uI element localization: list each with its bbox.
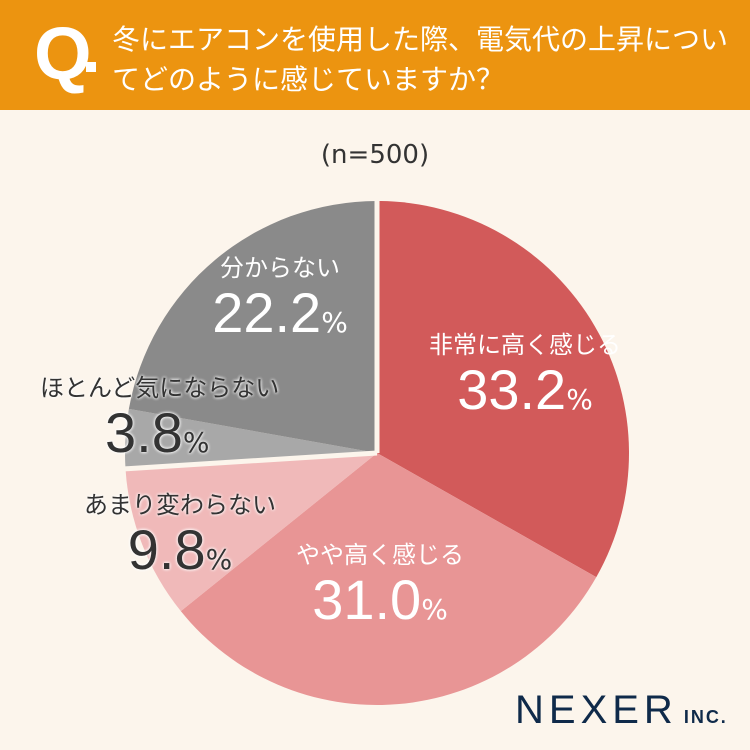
- label-dont-know: 分からない 22.2%: [212, 254, 348, 344]
- pie-slice: [180, 453, 597, 705]
- pie-slice: [125, 408, 377, 469]
- label-very-high: 非常に高く感じる 33.2%: [429, 331, 621, 421]
- pie-slice: [377, 201, 630, 578]
- pie-slice: [125, 453, 378, 612]
- label-not-much-change: あまり変わらない 9.8%: [84, 491, 276, 581]
- q-dot: [86, 62, 96, 72]
- pie-slice: [128, 201, 377, 453]
- sample-size: (n=500): [320, 140, 430, 170]
- question-title: 冬にエアコンを使用した際、電気代の上昇についてどのように感じていますか？: [112, 23, 729, 96]
- q-mark: Q: [34, 12, 92, 95]
- label-barely-care: ほとんど気にならない 3.8%: [40, 374, 280, 464]
- question-header: Q 冬にエアコンを使用した際、電気代の上昇についてどのように感じていますか？: [0, 0, 750, 110]
- nexer-logo: NEXER INC.: [515, 688, 728, 732]
- label-somewhat-high: やや高く感じる 31.0%: [296, 541, 464, 631]
